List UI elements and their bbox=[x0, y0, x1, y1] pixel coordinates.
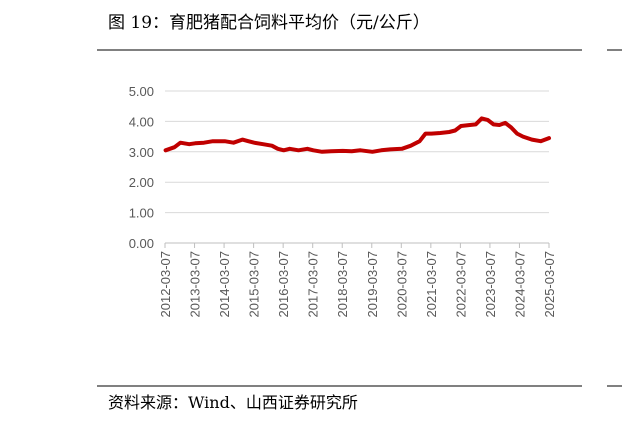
x-tick-label: 2024-03-07 bbox=[512, 251, 527, 318]
y-tick-label: 3.00 bbox=[129, 145, 154, 160]
y-tick-label: 1.00 bbox=[129, 206, 154, 221]
y-tick-label: 0.00 bbox=[129, 236, 154, 251]
data-line bbox=[163, 116, 551, 154]
chart-title: 图 19：育肥猪配合饲料平均价（元/公斤） bbox=[108, 13, 430, 33]
x-tick-label: 2013-03-07 bbox=[188, 251, 203, 318]
x-tick-label: 2015-03-07 bbox=[247, 251, 262, 318]
x-tick-label: 2021-03-07 bbox=[424, 251, 439, 318]
y-tick-label: 2.00 bbox=[129, 175, 154, 190]
x-tick-label: 2018-03-07 bbox=[335, 251, 350, 318]
x-tick-label: 2016-03-07 bbox=[276, 251, 291, 318]
x-tick-label: 2012-03-07 bbox=[158, 251, 173, 318]
x-tick-label: 2022-03-07 bbox=[453, 251, 468, 318]
y-tick-label: 5.00 bbox=[129, 84, 154, 99]
x-tick-label: 2023-03-07 bbox=[483, 251, 498, 318]
x-tick-label: 2014-03-07 bbox=[217, 251, 232, 318]
x-tick-label: 2019-03-07 bbox=[365, 251, 380, 318]
x-tick-label: 2025-03-07 bbox=[542, 251, 557, 318]
x-tick-label: 2020-03-07 bbox=[394, 251, 409, 318]
source-note: 资料来源：Wind、山西证券研究所 bbox=[108, 393, 358, 412]
x-tick-label: 2017-03-07 bbox=[306, 251, 321, 318]
y-tick-label: 4.00 bbox=[129, 114, 154, 129]
